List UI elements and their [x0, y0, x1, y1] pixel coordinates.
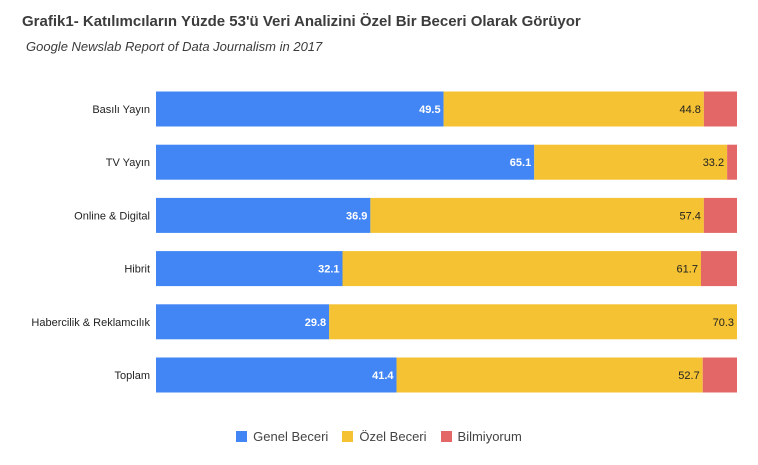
legend-label-bilmiyorum: Bilmiyorum — [457, 429, 522, 445]
category-label-tv-yayin: TV Yayın — [106, 157, 150, 169]
chart-title: Grafik1- Katılımcıların Yüzde 53'ü Veri … — [22, 13, 581, 30]
data-label-ozel-beceri-online-and-digital: 57.4 — [679, 210, 700, 222]
data-label-genel-beceri-toplam: 41.4 — [372, 370, 394, 382]
bar-genel-beceri-toplam — [156, 357, 397, 393]
legend-item-ozel-beceri: Özel Beceri — [342, 429, 427, 445]
chart-legend: Genel Beceri Özel Beceri Bilmiyorum — [0, 428, 758, 444]
chart-subtitle: Google Newslab Report of Data Journalism… — [26, 39, 323, 54]
bar-bilmiyorum-online-and-digital — [703, 197, 737, 233]
category-label-hibrit: Hibrit — [124, 264, 150, 276]
data-label-genel-beceri-habercilik-and-reklamcilik: 29.8 — [305, 317, 326, 329]
data-label-ozel-beceri-basili-yayin: 44.8 — [679, 104, 700, 116]
bar-genel-beceri-hibrit — [156, 251, 343, 287]
bar-ozel-beceri-toplam — [396, 357, 703, 393]
legend-swatch-ozel-beceri — [342, 431, 354, 443]
bar-genel-beceri-tv-yayin — [156, 144, 535, 180]
bar-bilmiyorum-tv-yayin — [727, 144, 737, 180]
bar-bilmiyorum-toplam — [702, 357, 737, 393]
bar-ozel-beceri-habercilik-and-reklamcilik — [329, 304, 737, 340]
data-label-genel-beceri-tv-yayin: 65.1 — [510, 157, 531, 169]
data-label-genel-beceri-online-and-digital: 36.9 — [346, 210, 367, 222]
category-label-basili-yayin: Basılı Yayın — [92, 104, 150, 116]
legend-swatch-bilmiyorum — [440, 431, 452, 443]
data-label-ozel-beceri-habercilik-and-reklamcilik: 70.3 — [713, 317, 734, 329]
data-label-ozel-beceri-toplam: 52.7 — [678, 370, 699, 382]
legend-item-bilmiyorum: Bilmiyorum — [440, 429, 522, 445]
bar-genel-beceri-online-and-digital — [156, 197, 371, 233]
category-label-online-and-digital: Online & Digital — [74, 210, 150, 222]
category-label-habercilik-and-reklamcilik: Habercilik & Reklamcılık — [31, 317, 150, 329]
legend-item-genel-beceri: Genel Beceri — [236, 429, 328, 444]
data-label-genel-beceri-basili-yayin: 49.5 — [419, 104, 440, 116]
bar-genel-beceri-habercilik-and-reklamcilik — [156, 304, 330, 340]
bar-ozel-beceri-basili-yayin — [443, 91, 704, 127]
data-label-genel-beceri-hibrit: 32.1 — [318, 264, 339, 276]
bar-ozel-beceri-online-and-digital — [370, 197, 704, 233]
bar-ozel-beceri-tv-yayin — [534, 144, 728, 180]
legend-label-genel-beceri: Genel Beceri — [253, 429, 329, 445]
bar-bilmiyorum-basili-yayin — [703, 91, 737, 127]
legend-label-ozel-beceri: Özel Beceri — [359, 429, 427, 445]
stacked-bar-chart: Basılı Yayın 49.5 44.8 TV Yayın 65.1 33.2 Onli… — [31, 91, 737, 393]
bar-genel-beceri-basili-yayin — [156, 91, 444, 127]
data-label-ozel-beceri-hibrit: 61.7 — [677, 264, 698, 276]
bar-ozel-beceri-hibrit — [342, 251, 701, 287]
bar-bilmiyorum-hibrit — [700, 251, 737, 287]
legend-swatch-genel-beceri — [236, 431, 248, 443]
data-label-ozel-beceri-tv-yayin: 33.2 — [703, 157, 724, 169]
category-label-toplam: Toplam — [115, 370, 150, 382]
